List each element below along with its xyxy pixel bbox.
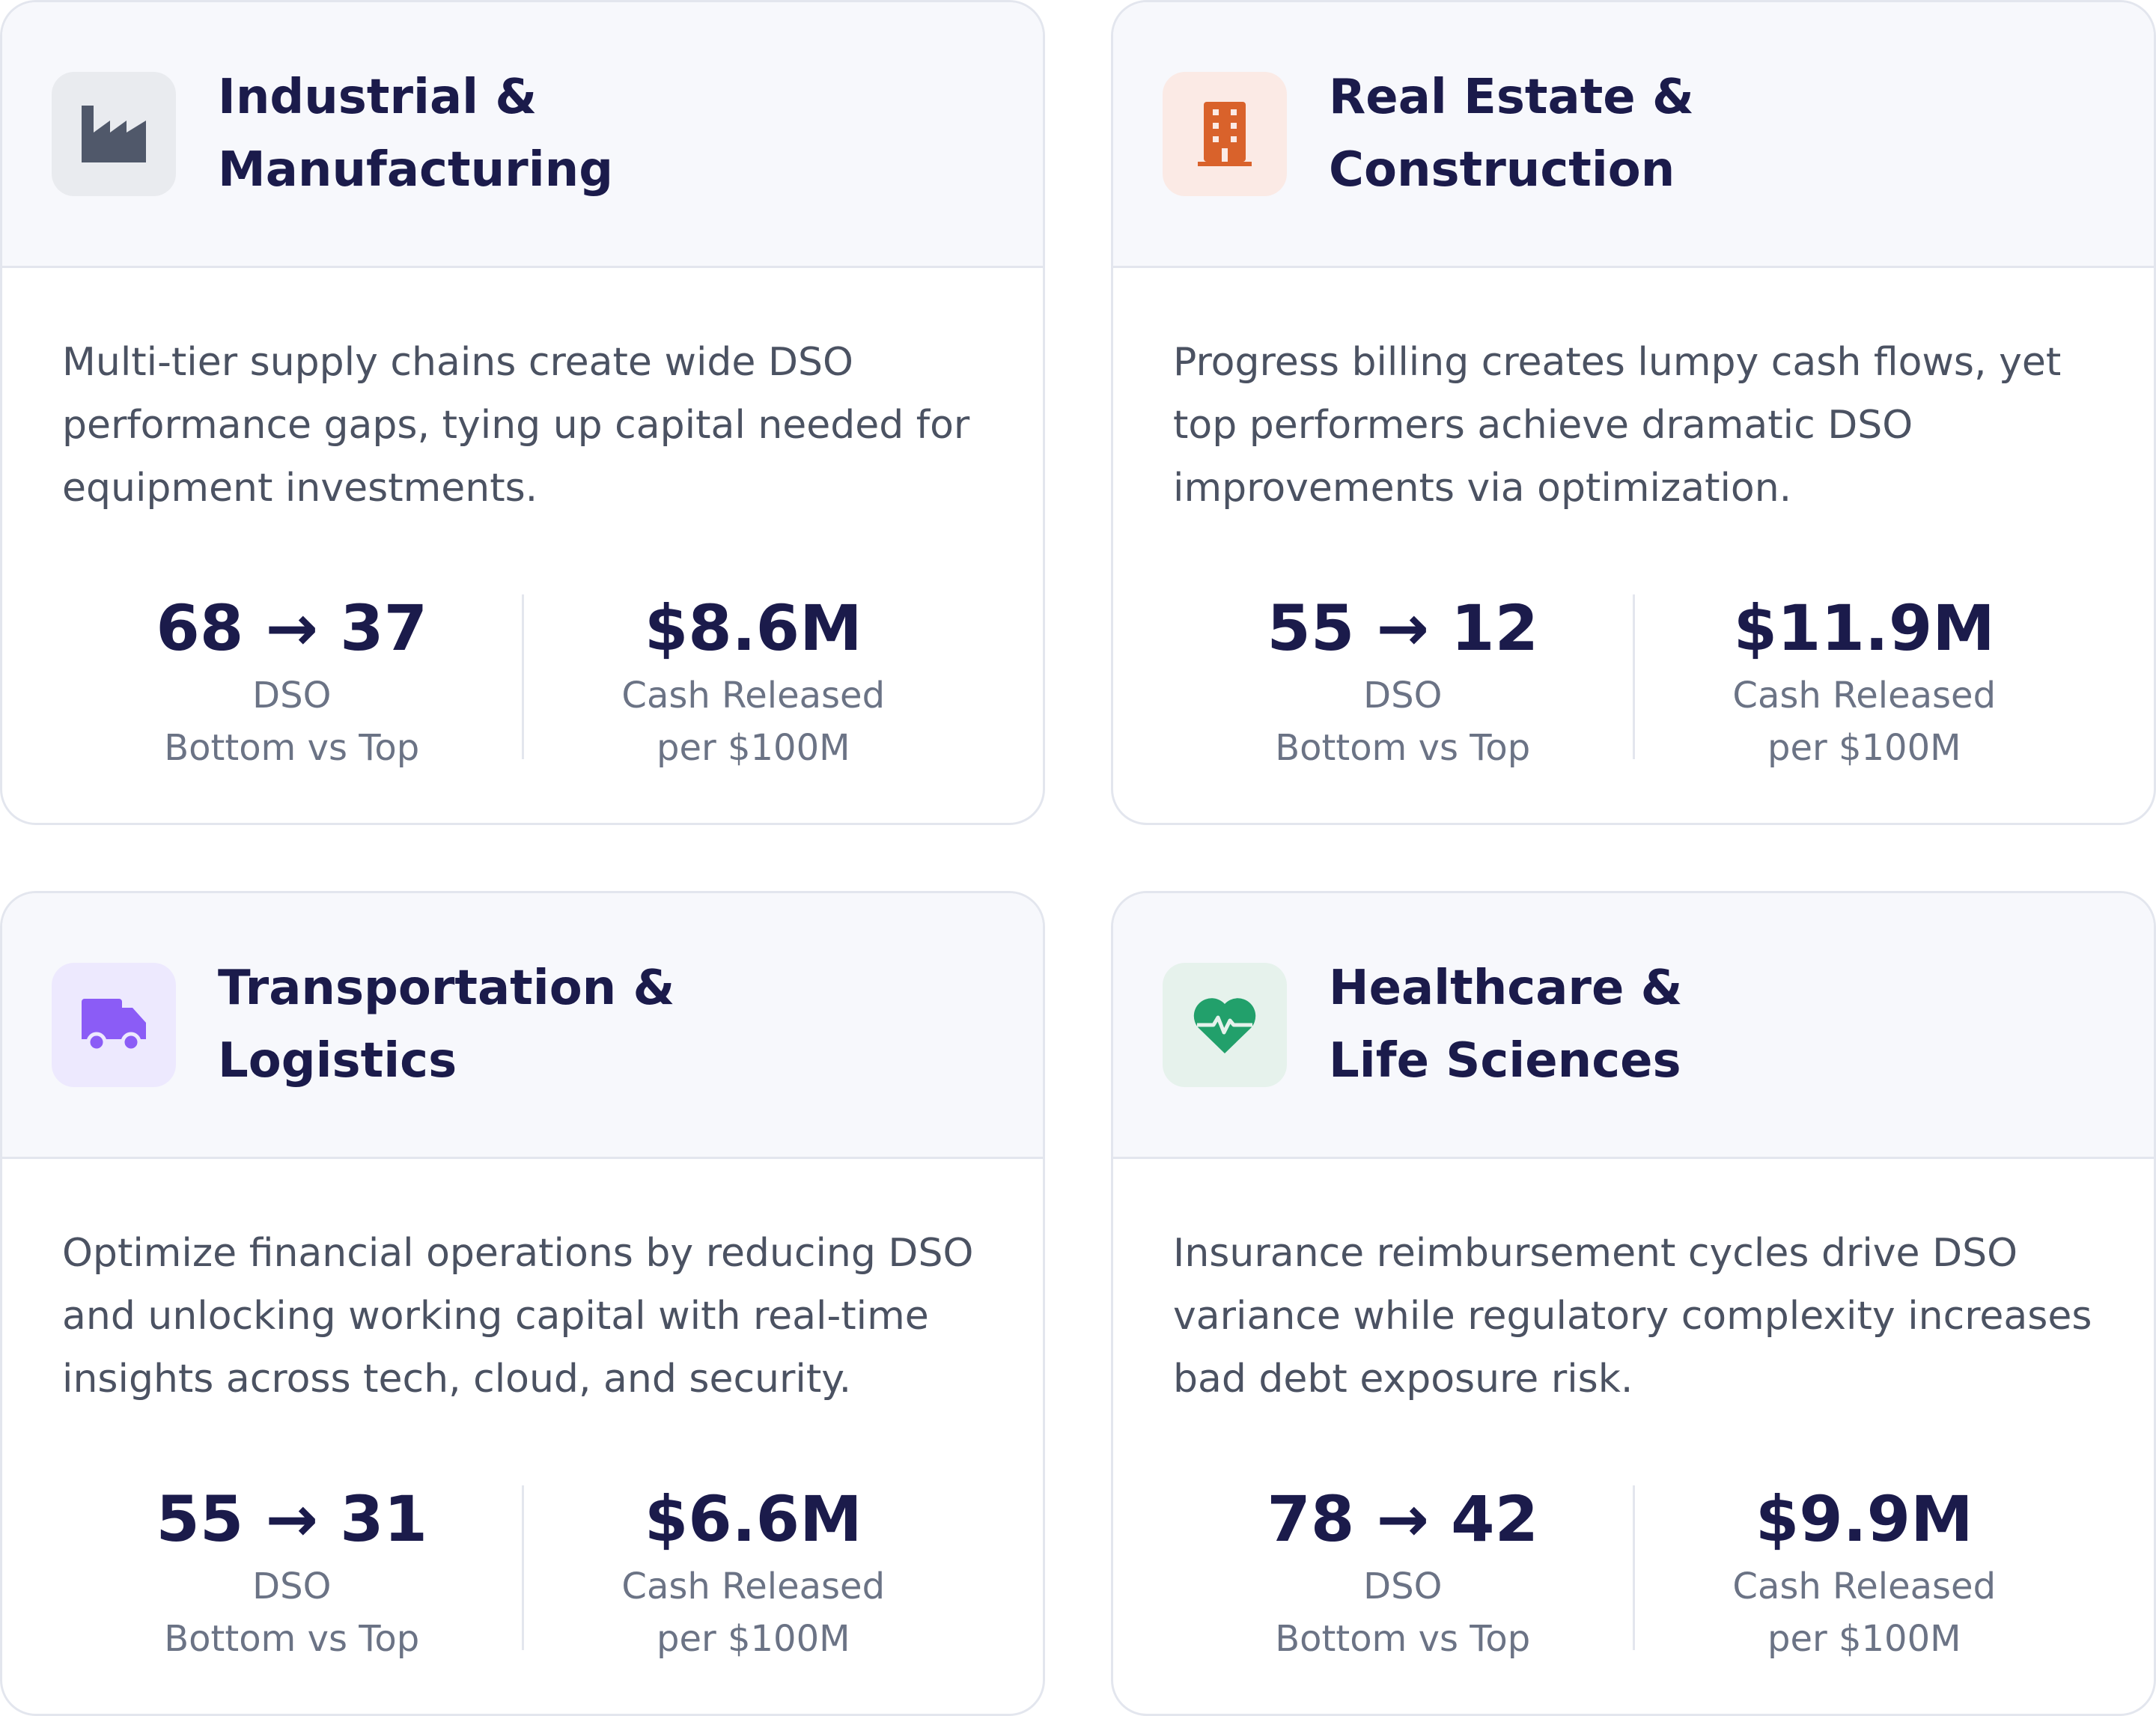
industry-card: Real Estate & Construction Progress bill…	[1111, 0, 2156, 825]
stat-label: Cash Released	[1732, 1566, 1997, 1607]
stat-label: DSO	[1363, 1566, 1443, 1607]
icon	[52, 963, 176, 1087]
stat-value: $6.6M	[644, 1482, 862, 1556]
industry-card: Healthcare & Life Sciences Insurance rei…	[1111, 891, 2156, 1716]
stat-label: Cash Released	[621, 675, 886, 716]
building-icon	[1198, 102, 1252, 166]
stat-sublabel: Bottom vs Top	[164, 727, 420, 769]
stat-value: $9.9M	[1755, 1482, 1973, 1556]
icon	[52, 72, 176, 196]
stat-value: $11.9M	[1733, 591, 1995, 665]
card-description: Multi-tier supply chains create wide DSO…	[62, 340, 970, 511]
card-header: Industrial & Manufacturing	[2, 2, 1043, 268]
card-header: Real Estate & Construction	[1113, 2, 2154, 268]
stat: 68 → 37 DSO Bottom vs Top	[62, 587, 522, 774]
stat-value: 55 → 12	[1267, 591, 1539, 665]
stat-label: DSO	[252, 675, 332, 716]
stat: 55 → 31 DSO Bottom vs Top	[62, 1478, 522, 1665]
card-title: Real Estate & Construction	[1329, 70, 1694, 198]
truck-icon	[82, 999, 146, 1051]
card-description: Progress billing creates lumpy cash flow…	[1173, 340, 2062, 511]
icon	[1163, 72, 1287, 196]
stat-value: 68 → 37	[156, 591, 428, 665]
stat-sublabel: per $100M	[1767, 727, 1961, 769]
stat: 55 → 12 DSO Bottom vs Top	[1173, 587, 1633, 774]
card-title: Transportation & Logistics	[218, 961, 675, 1089]
stat: $9.9M Cash Released per $100M	[1635, 1478, 2095, 1665]
stat: $11.9M Cash Released per $100M	[1635, 587, 2095, 774]
stat-value: $8.6M	[644, 591, 862, 665]
card-title: Industrial & Manufacturing	[218, 70, 613, 198]
divider	[521, 594, 524, 759]
stat-value: 78 → 42	[1267, 1482, 1539, 1556]
card-description: Optimize financial operations by reducin…	[62, 1231, 974, 1402]
stat-label: DSO	[252, 1566, 332, 1607]
stat: $6.6M Cash Released per $100M	[524, 1478, 984, 1665]
stat: $8.6M Cash Released per $100M	[524, 587, 984, 774]
card-header: Transportation & Logistics	[2, 893, 1043, 1159]
stat-sublabel: Bottom vs Top	[164, 1618, 420, 1660]
divider	[521, 1485, 524, 1650]
stats-row: 68 → 37 DSO Bottom vs Top $8.6M Cash Release…	[62, 587, 983, 774]
icon	[1163, 963, 1287, 1087]
industry-card: Industrial & Manufacturing Multi-tier su…	[0, 0, 1045, 825]
stat-value: 55 → 31	[156, 1482, 428, 1556]
stat-sublabel: per $100M	[1767, 1618, 1961, 1660]
stat: 78 → 42 DSO Bottom vs Top	[1173, 1478, 1633, 1665]
stat-label: DSO	[1363, 675, 1443, 716]
stat-sublabel: per $100M	[656, 727, 850, 769]
factory-icon	[82, 106, 146, 162]
stat-label: Cash Released	[621, 1566, 886, 1607]
stat-label: Cash Released	[1732, 675, 1997, 716]
divider	[1632, 594, 1635, 759]
card-description: Insurance reimbursement cycles drive DSO…	[1173, 1231, 2092, 1402]
industry-card: Transportation & Logistics Optimize fina…	[0, 891, 1045, 1716]
heart-icon	[1193, 998, 1256, 1053]
stat-sublabel: Bottom vs Top	[1275, 1618, 1531, 1660]
divider	[1632, 1485, 1635, 1650]
stats-row: 55 → 12 DSO Bottom vs Top $11.9M Cash Releas…	[1173, 587, 2094, 774]
stats-row: 55 → 31 DSO Bottom vs Top $6.6M Cash Release…	[62, 1478, 983, 1665]
stats-row: 78 → 42 DSO Bottom vs Top $9.9M Cash Release…	[1173, 1478, 2094, 1665]
stat-sublabel: per $100M	[656, 1618, 850, 1660]
card-title: Healthcare & Life Sciences	[1329, 961, 1683, 1089]
stat-sublabel: Bottom vs Top	[1275, 727, 1531, 769]
card-header: Healthcare & Life Sciences	[1113, 893, 2154, 1159]
